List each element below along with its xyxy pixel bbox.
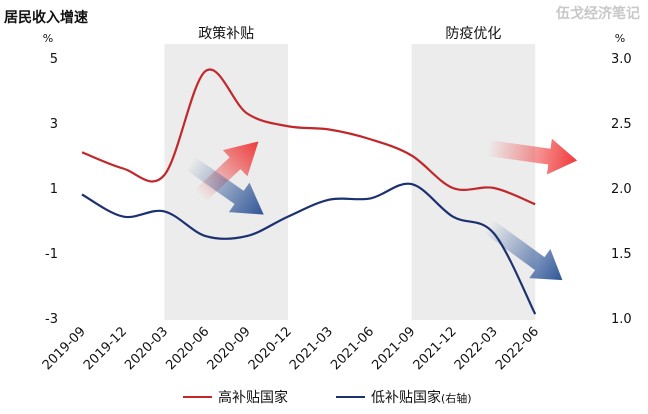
legend-label-low-suffix: (右轴) <box>441 391 472 405</box>
left-tick-label: 5 <box>50 52 58 67</box>
left-axis-unit: % <box>43 32 53 45</box>
legend: 高补贴国家 低补贴国家(右轴) <box>183 389 472 406</box>
band-label-1: 政策补贴 <box>198 25 254 42</box>
x-tick-label: 2019-09 <box>40 324 89 373</box>
right-tick-label: 3.0 <box>611 52 632 67</box>
right-tick-label: 2.5 <box>611 117 632 132</box>
watermark: 伍戈经济笔记 <box>555 5 640 22</box>
x-tick-label: 2021-09 <box>369 324 418 373</box>
left-tick-label: 1 <box>50 182 58 197</box>
x-tick-label: 2021-03 <box>287 324 336 373</box>
x-tick-label: 2020-06 <box>163 324 212 373</box>
x-tick-label: 2021-06 <box>328 324 377 373</box>
right-tick-label: 1.0 <box>611 312 632 327</box>
x-tick-label: 2021-12 <box>411 324 460 373</box>
shaded-band-2 <box>411 44 536 320</box>
left-tick-label: -1 <box>45 247 58 262</box>
arrow-blue-down <box>185 156 264 215</box>
band-label-2: 防疫优化 <box>445 26 501 42</box>
x-tick-label: 2020-12 <box>246 324 295 373</box>
series-line-low-subsidy <box>81 182 537 315</box>
trend-arrows <box>185 138 578 281</box>
x-tick-label: 2020-03 <box>122 324 171 373</box>
arrow-blue-down-right <box>483 219 563 281</box>
x-tick-label: 2022-03 <box>452 324 501 373</box>
right-axis-unit: % <box>615 32 625 45</box>
arrow-red-right <box>486 138 578 175</box>
chart-title: 居民收入增速 <box>4 9 88 26</box>
left-tick-label: -3 <box>45 312 58 327</box>
legend-label-low: 低补贴国家(右轴) <box>371 389 472 406</box>
x-tick-label: 2020-09 <box>205 324 254 373</box>
left-tick-label: 3 <box>50 117 58 132</box>
x-tick-label: 2019-12 <box>81 324 130 373</box>
right-tick-label: 1.5 <box>611 247 632 262</box>
series-line-high-subsidy <box>81 68 536 206</box>
legend-label-high: 高补贴国家 <box>218 389 288 406</box>
right-tick-label: 2.0 <box>611 182 632 197</box>
legend-label-low-name: 低补贴国家 <box>371 389 441 406</box>
x-tick-label: 2022-06 <box>493 324 542 373</box>
